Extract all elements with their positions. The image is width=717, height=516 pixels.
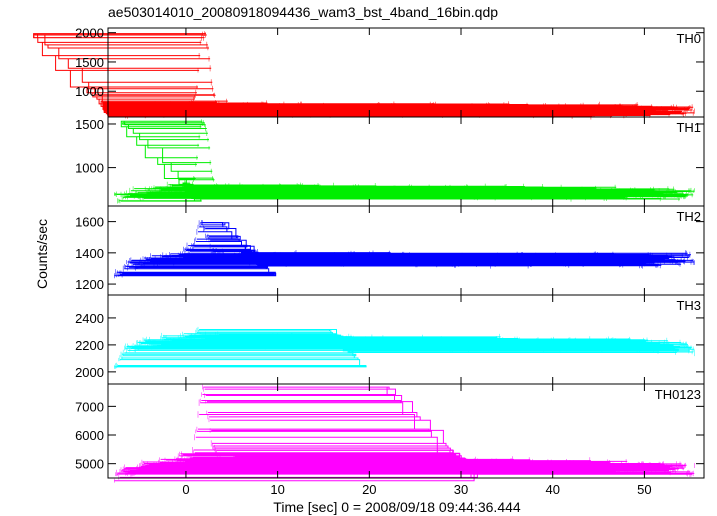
y-tick-label: 1200 — [75, 277, 104, 292]
y-axis-title: Counts/sec — [34, 219, 50, 289]
chart-title: ae503014010_20080918094436_wam3_bst_4ban… — [108, 4, 498, 20]
x-axis: 0 10 20 30 40 50 — [182, 482, 651, 497]
y-tick-label: 2200 — [75, 338, 104, 353]
x-tick-label: 50 — [637, 482, 651, 497]
y-tick-label: 1000 — [75, 161, 104, 176]
panel-label: TH2 — [676, 209, 701, 224]
x-tick-label: 30 — [454, 482, 468, 497]
x-tick-label: 0 — [182, 482, 189, 497]
y-tick-label: 1500 — [75, 55, 104, 70]
x-tick-label: 40 — [545, 482, 559, 497]
panel-label: TH0 — [676, 31, 701, 46]
y-tick-label: 7000 — [75, 399, 104, 414]
y-tick-label: 1500 — [75, 117, 104, 132]
y-tick-label: 2000 — [75, 365, 104, 380]
panel-th2: 1200 1400 1600 TH2 — [75, 205, 705, 296]
panel-th0: 1000 1500 2000 TH0 — [33, 26, 705, 120]
series-line — [114, 386, 695, 482]
panel-label: TH0123 — [655, 387, 701, 402]
y-tick-label: 5000 — [75, 457, 104, 472]
panel-frame — [107, 383, 705, 479]
series-line — [114, 329, 695, 368]
series-line — [114, 120, 695, 202]
panel-th3: 2000 2200 2400 TH3 — [75, 294, 705, 385]
x-axis-title: Time [sec] 0 = 2008/09/18 09:44:36.444 — [273, 499, 521, 515]
y-tick-label: 2400 — [75, 311, 104, 326]
x-tick-label: 10 — [270, 482, 284, 497]
y-tick-label: 1600 — [75, 215, 104, 230]
panel-label: TH3 — [676, 298, 701, 313]
series-line — [33, 33, 695, 118]
x-tick-label: 20 — [362, 482, 376, 497]
panel-th0123: 5000 6000 7000 TH0123 — [75, 383, 705, 483]
series-line — [114, 222, 695, 277]
y-tick-label: 6000 — [75, 428, 104, 443]
panel-stack: 1000 1500 2000 TH0 1000 1500 TH1 1200 1400 1600 TH… — [33, 26, 705, 483]
y-tick-label: 1400 — [75, 246, 104, 261]
y-tick-label: 2000 — [75, 26, 104, 41]
panel-label: TH1 — [676, 120, 701, 135]
y-tick-label: 1000 — [75, 84, 104, 99]
panel-th1: 1000 1500 TH1 — [75, 116, 705, 207]
